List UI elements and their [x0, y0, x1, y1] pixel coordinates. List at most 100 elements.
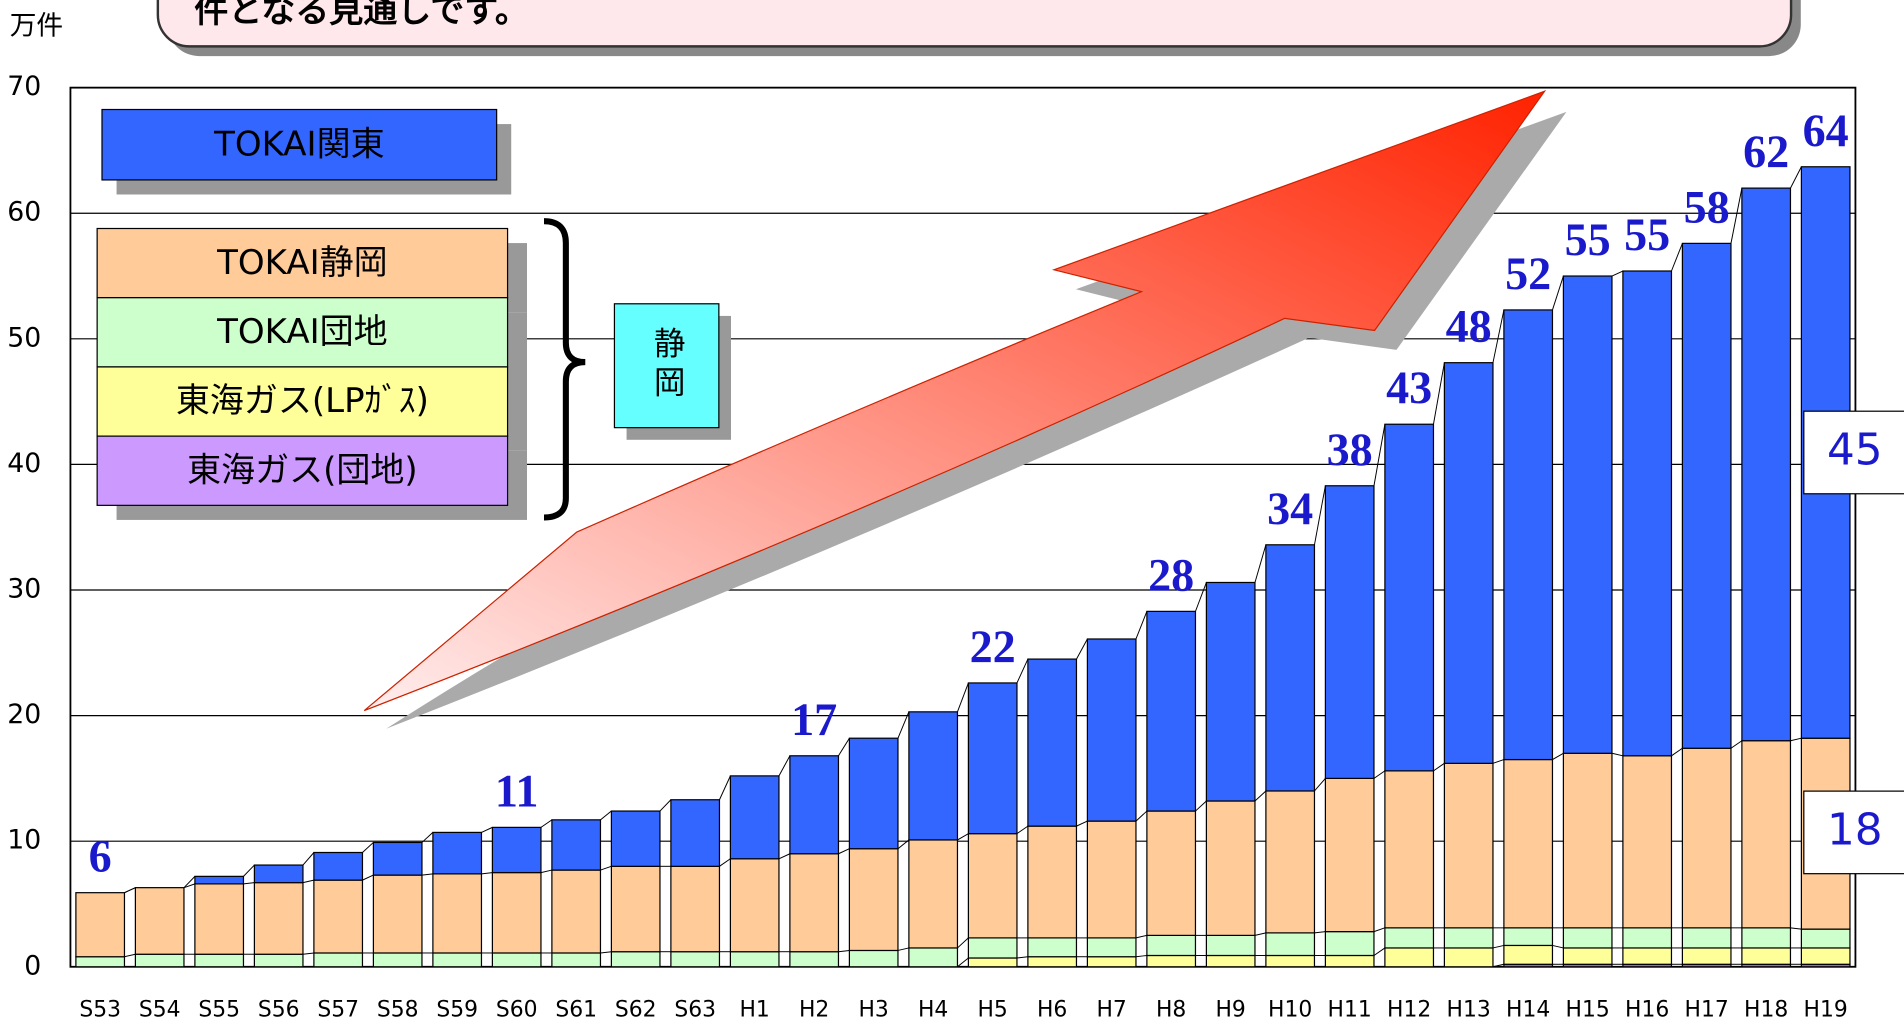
bar-segment [1028, 957, 1077, 967]
bar-segment [254, 954, 303, 967]
bar-segment [1444, 928, 1493, 948]
x-tick-label: H19 [1804, 998, 1848, 1018]
bar-segment [1623, 948, 1672, 964]
bar-segment [1563, 753, 1612, 928]
bar-segment [611, 952, 660, 967]
bar-segment [1682, 243, 1731, 748]
bar-segment [1385, 948, 1434, 967]
bar-segment [1742, 948, 1791, 964]
x-tick-label: H16 [1625, 998, 1669, 1018]
bar-segment [849, 950, 898, 966]
bar-segment [1682, 948, 1731, 964]
chart: 件となる見通しです。 万件 010203040506070S53S54S55S5… [0, 0, 1904, 1018]
bar-segment [76, 957, 125, 967]
bar-segment [849, 738, 898, 849]
x-tick-label: S53 [79, 998, 121, 1018]
bar-segment [730, 952, 779, 967]
segment-label: 45 [1827, 424, 1883, 475]
x-tick-label: S56 [258, 998, 300, 1018]
bar-segment [135, 954, 184, 967]
x-tick-label: H6 [1037, 998, 1067, 1018]
total-label tot: 43 [1386, 362, 1432, 413]
y-tick-label: 30 [7, 574, 41, 605]
bar-segment [671, 866, 720, 951]
bar-segment [1206, 582, 1255, 801]
total-label tot: 38 [1327, 424, 1373, 475]
bar-segment [552, 870, 601, 953]
bar-segment [1206, 935, 1255, 955]
bar-segment [1385, 424, 1434, 771]
x-tick-label: H11 [1328, 998, 1372, 1018]
x-tick-label: H15 [1566, 998, 1610, 1018]
bar-segment [909, 948, 958, 967]
bar-segment [433, 874, 482, 953]
bar-segment [968, 938, 1017, 958]
bar-segment [552, 953, 601, 967]
x-tick-label: S61 [555, 998, 597, 1018]
bar-segment [1325, 486, 1374, 779]
total-label tot: 62 [1743, 126, 1789, 177]
bar-segment [1206, 801, 1255, 935]
bar-segment [314, 880, 363, 953]
total-label tot: 28 [1148, 549, 1194, 600]
bar-segment [314, 852, 363, 880]
bar-segment [968, 834, 1017, 938]
x-tick-label: H12 [1387, 998, 1431, 1018]
x-tick-label: H13 [1447, 998, 1491, 1018]
bar-segment [1206, 955, 1255, 966]
bar-segment [254, 865, 303, 883]
segment-label: 18 [1827, 804, 1883, 855]
x-tick-label: H3 [859, 998, 889, 1018]
x-tick-label: H5 [978, 998, 1008, 1018]
bar-segment [730, 776, 779, 859]
bar-segment [433, 832, 482, 873]
bar-segment [1147, 955, 1196, 966]
bar-segment [492, 873, 541, 953]
bar-segment [1742, 188, 1791, 741]
bar-segment [76, 893, 125, 957]
y-tick-label: 70 [7, 71, 41, 102]
bar-segment [373, 953, 422, 967]
bar-segment [1742, 928, 1791, 948]
bar-segment [1504, 928, 1553, 946]
y-tick-label: 0 [24, 950, 41, 981]
bar-segment [195, 884, 244, 954]
bar-segment [790, 756, 839, 854]
total-label tot: 34 [1267, 483, 1313, 534]
bar-segment [1563, 948, 1612, 964]
x-tick-label: H9 [1216, 998, 1246, 1018]
x-tick-label: H1 [740, 998, 770, 1018]
x-tick-label: H10 [1268, 998, 1312, 1018]
y-tick-label: 50 [7, 322, 41, 353]
y-tick-label: 40 [7, 448, 41, 479]
bar-segment [1028, 938, 1077, 957]
bar-segment [1266, 933, 1315, 956]
legend-label: TOKAI関東 [213, 124, 385, 164]
x-tick-label: S57 [317, 998, 359, 1018]
bar-segment [1325, 778, 1374, 931]
x-tick-label: H7 [1097, 998, 1127, 1018]
bar-segment [492, 953, 541, 967]
bar-segment [492, 827, 541, 872]
bar-segment [1801, 948, 1850, 964]
legend-label: 東海ガス(団地) [187, 450, 418, 490]
bar-segment [1444, 948, 1493, 967]
bar-segment [254, 883, 303, 955]
legend-label: TOKAI静岡 [216, 243, 388, 283]
bar-segment [314, 953, 363, 967]
bar-segment [671, 952, 720, 967]
bar-segment [1266, 955, 1315, 966]
x-tick-label: H8 [1156, 998, 1186, 1018]
total-label tot: 55 [1565, 214, 1611, 265]
x-tick-label: H4 [918, 998, 948, 1018]
bar-segment [1087, 957, 1136, 967]
total-label tot: 58 [1684, 181, 1730, 232]
bar-segment [1325, 955, 1374, 966]
bar-segment [373, 875, 422, 953]
bar-segment [433, 953, 482, 967]
bar-segment [195, 954, 244, 967]
bar-segment [1444, 763, 1493, 928]
total-label tot: 64 [1803, 105, 1849, 156]
bar-segment [1087, 821, 1136, 938]
bar-segment [195, 876, 244, 884]
